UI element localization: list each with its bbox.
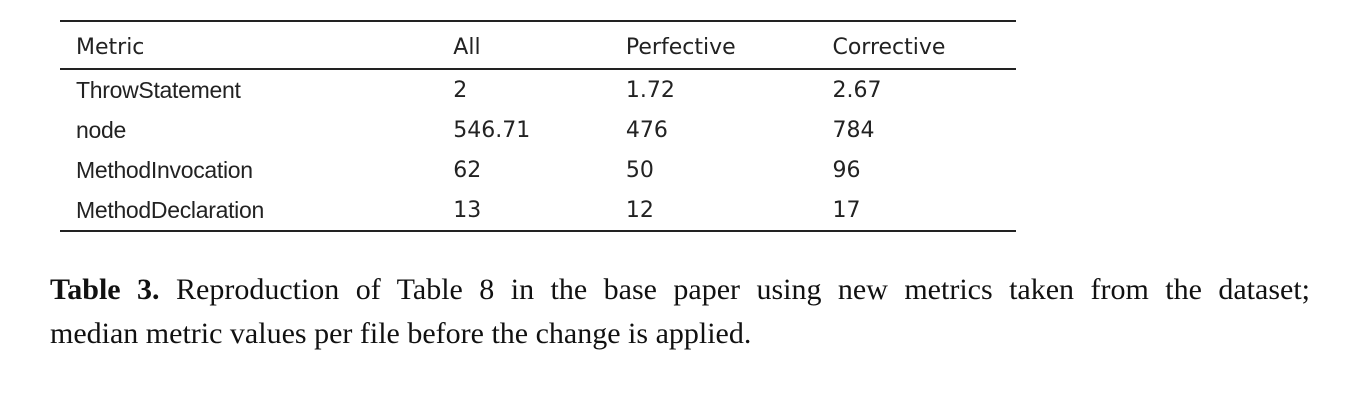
header-corrective: Corrective	[832, 34, 946, 60]
header-metric: Metric	[76, 34, 145, 60]
cell-corrective: 784	[832, 117, 875, 143]
cell-metric: MethodDeclaration	[76, 196, 264, 223]
cell-metric: ThrowStatement	[76, 76, 241, 103]
cell-metric: node	[76, 116, 126, 143]
cell-perfective: 50	[625, 157, 654, 183]
cell-perfective: 476	[625, 117, 668, 143]
cell-corrective: 96	[832, 157, 861, 183]
table-caption: Table 3. Reproduction of Table 8 in the …	[50, 268, 1310, 356]
cell-all: 62	[453, 157, 482, 183]
table-row: ThrowStatement 2 1.72 2.67	[60, 69, 1016, 110]
metrics-table: Metric All Perfective Corrective ThrowSt…	[60, 20, 1016, 232]
cell-corrective: 2.67	[832, 77, 882, 103]
caption-text-2: median metric values per file before the…	[50, 317, 752, 350]
cell-corrective: 17	[832, 197, 861, 223]
table-header-row: Metric All Perfective Corrective	[60, 21, 1016, 69]
metrics-table-container: Metric All Perfective Corrective ThrowSt…	[60, 20, 1016, 232]
cell-all: 13	[453, 197, 482, 223]
cell-metric: MethodInvocation	[76, 156, 253, 183]
cell-perfective: 12	[625, 197, 654, 223]
caption-text-1: Reproduction of Table 8 in the base pape…	[176, 273, 1310, 306]
cell-all: 546.71	[453, 117, 531, 143]
table-row: node 546.71 476 784	[60, 110, 1016, 150]
cell-all: 2	[453, 77, 468, 103]
caption-line-1: Table 3. Reproduction of Table 8 in the …	[50, 268, 1310, 312]
table-row: MethodInvocation 62 50 96	[60, 150, 1016, 190]
caption-label: Table 3.	[50, 273, 160, 306]
header-all: All	[453, 34, 481, 60]
cell-perfective: 1.72	[625, 77, 675, 103]
header-perfective: Perfective	[625, 34, 736, 60]
table-row: MethodDeclaration 13 12 17	[60, 190, 1016, 231]
